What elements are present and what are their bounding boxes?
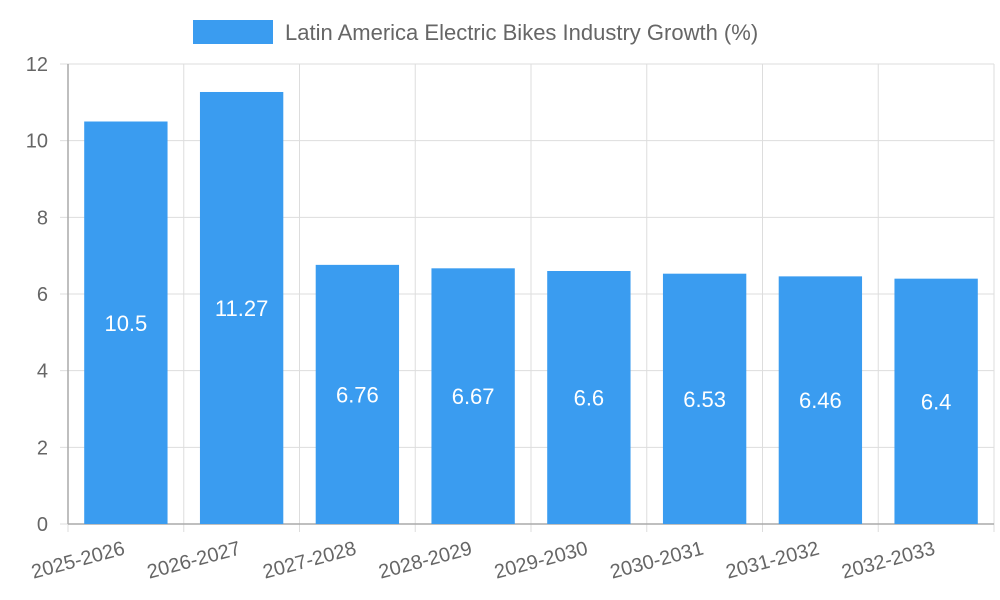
bar[interactable]: [199, 91, 284, 524]
y-tick-label: 2: [37, 437, 48, 459]
bar[interactable]: [84, 121, 168, 525]
data-label: 6.4: [921, 389, 952, 414]
y-tick-label: 10: [26, 131, 48, 153]
data-label: 6.67: [452, 384, 495, 409]
bar[interactable]: [431, 268, 515, 524]
x-tick-label: 2031-2032: [724, 538, 822, 584]
x-tick-label: 2026-2027: [145, 538, 243, 584]
x-tick-label: 2025-2026: [29, 538, 127, 584]
bar[interactable]: [894, 278, 978, 524]
legend-swatch: [193, 20, 273, 44]
bar[interactable]: [662, 273, 747, 524]
x-tick-label: 2028-2029: [376, 538, 474, 584]
data-label: 6.53: [683, 387, 726, 412]
y-tick-label: 0: [37, 514, 48, 536]
data-label: 6.46: [799, 388, 842, 413]
legend[interactable]: Latin America Electric Bikes Industry Gr…: [193, 20, 758, 45]
x-tick-label: 2029-2030: [492, 538, 590, 584]
bar[interactable]: [547, 271, 631, 524]
bar[interactable]: [315, 264, 400, 524]
data-label: 6.76: [336, 382, 379, 407]
y-tick-label: 12: [26, 54, 48, 76]
x-axis-ticks: 2025-2026 2026-2027 2027-2028 2028-2029 2029…: [29, 538, 937, 584]
data-label: 10.5: [104, 311, 147, 336]
data-label: 6.6: [574, 386, 605, 411]
y-tick-label: 6: [37, 284, 48, 306]
bar[interactable]: [778, 276, 863, 524]
y-axis-ticks: 0 2 4 6 8 10 12: [26, 54, 48, 536]
bars: 10.5 11.27 6.76 6.67 6.6 6.53 6.46 6.4: [84, 91, 978, 525]
legend-label: Latin America Electric Bikes Industry Gr…: [285, 20, 758, 45]
y-tick-label: 8: [37, 207, 48, 229]
x-tick-label: 2030-2031: [608, 538, 706, 584]
y-tick-label: 4: [37, 361, 48, 383]
data-label: 11.27: [215, 296, 268, 321]
x-tick-label: 2027-2028: [261, 538, 359, 584]
x-tick-label: 2032-2033: [839, 538, 937, 584]
